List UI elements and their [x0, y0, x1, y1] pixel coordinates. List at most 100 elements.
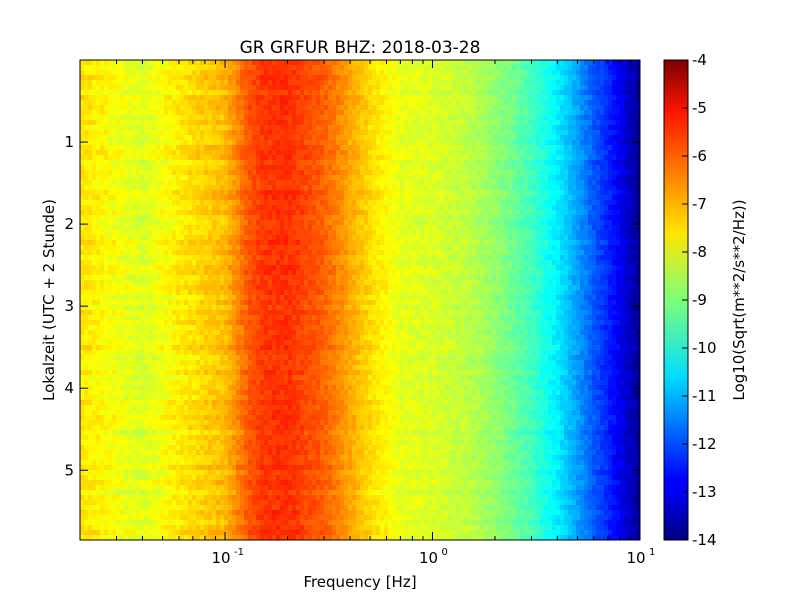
heatmap-cell: [116, 530, 121, 536]
heatmap-cell: [124, 475, 129, 481]
heatmap-cell: [212, 390, 217, 396]
heatmap-cell: [164, 475, 169, 481]
heatmap-cell: [160, 465, 165, 471]
heatmap-cell: [172, 195, 177, 201]
heatmap-cell: [80, 125, 85, 131]
heatmap-cell: [132, 240, 137, 246]
heatmap-cell: [144, 245, 149, 251]
heatmap-cell: [252, 200, 257, 206]
heatmap-cell: [124, 280, 129, 286]
heatmap-cell: [184, 250, 189, 256]
heatmap-cell: [88, 400, 93, 406]
heatmap-cell: [160, 440, 165, 446]
heatmap-cell: [100, 60, 105, 66]
heatmap-cell: [92, 440, 97, 446]
heatmap-cell: [88, 390, 93, 396]
heatmap-cell: [112, 395, 117, 401]
heatmap-cell: [216, 75, 221, 81]
heatmap-cell: [124, 145, 129, 151]
heatmap-cell: [240, 265, 245, 271]
heatmap-cell: [244, 75, 249, 81]
heatmap-cell: [168, 465, 173, 471]
heatmap-cell: [220, 360, 225, 366]
heatmap-cell: [264, 440, 269, 446]
heatmap-cell: [244, 115, 249, 121]
heatmap-cell: [208, 125, 213, 131]
heatmap-cell: [112, 95, 117, 101]
heatmap-cell: [224, 420, 229, 426]
heatmap-cell: [120, 400, 125, 406]
heatmap-cell: [172, 135, 177, 141]
heatmap-cell: [248, 390, 253, 396]
heatmap-cell: [80, 140, 85, 146]
heatmap-cell: [204, 305, 209, 311]
heatmap-cell: [152, 275, 157, 281]
heatmap-cell: [236, 355, 241, 361]
heatmap-cell: [144, 90, 149, 96]
heatmap-cell: [140, 420, 145, 426]
heatmap-cell: [152, 430, 157, 436]
heatmap-cell: [284, 160, 289, 166]
heatmap-cell: [136, 395, 141, 401]
heatmap-cell: [208, 450, 213, 456]
heatmap-cell: [80, 130, 85, 136]
heatmap-cell: [248, 125, 253, 131]
heatmap-cell: [120, 305, 125, 311]
heatmap-cell: [268, 160, 273, 166]
heatmap-cell: [92, 170, 97, 176]
heatmap-cell: [148, 65, 153, 71]
heatmap-cell: [172, 200, 177, 206]
heatmap-cell: [272, 300, 277, 306]
heatmap-cell: [228, 335, 233, 341]
heatmap-cell: [260, 415, 265, 421]
heatmap-cell: [272, 245, 277, 251]
heatmap-cell: [124, 365, 129, 371]
heatmap-cell: [108, 535, 113, 540]
heatmap-cell: [80, 405, 85, 411]
heatmap-cell: [100, 170, 105, 176]
heatmap-cell: [232, 95, 237, 101]
heatmap-cell: [96, 410, 101, 416]
heatmap-cell: [100, 100, 105, 106]
heatmap-cell: [152, 405, 157, 411]
heatmap-cell: [180, 270, 185, 276]
heatmap-cell: [240, 155, 245, 161]
heatmap-cell: [128, 525, 133, 531]
heatmap-cell: [172, 185, 177, 191]
heatmap-cell: [92, 300, 97, 306]
heatmap-cell: [276, 90, 281, 96]
heatmap-cell: [128, 330, 133, 336]
heatmap-cell: [204, 85, 209, 91]
heatmap-cell: [248, 355, 253, 361]
heatmap-cell: [132, 440, 137, 446]
heatmap-cell: [156, 155, 161, 161]
heatmap-cell: [172, 470, 177, 476]
heatmap-cell: [192, 200, 197, 206]
heatmap-cell: [136, 475, 141, 481]
heatmap-cell: [144, 320, 149, 326]
heatmap-cell: [140, 375, 145, 381]
heatmap-cell: [156, 165, 161, 171]
heatmap-cell: [252, 460, 257, 466]
heatmap-cell: [120, 255, 125, 261]
heatmap-cell: [140, 95, 145, 101]
heatmap-cell: [112, 190, 117, 196]
heatmap-cell: [80, 490, 85, 496]
heatmap-cell: [160, 155, 165, 161]
heatmap-cell: [256, 500, 261, 506]
heatmap-cell: [272, 365, 277, 371]
heatmap-cell: [228, 240, 233, 246]
heatmap-cell: [204, 320, 209, 326]
heatmap-cell: [240, 105, 245, 111]
heatmap-cell: [208, 205, 213, 211]
heatmap-cell: [156, 105, 161, 111]
heatmap-cell: [104, 485, 109, 491]
heatmap-cell: [184, 150, 189, 156]
heatmap-cell: [100, 500, 105, 506]
heatmap-cell: [180, 205, 185, 211]
heatmap-cell: [180, 490, 185, 496]
heatmap-cell: [260, 440, 265, 446]
heatmap-cell: [124, 295, 129, 301]
heatmap-cell: [264, 110, 269, 116]
heatmap-cell: [236, 230, 241, 236]
